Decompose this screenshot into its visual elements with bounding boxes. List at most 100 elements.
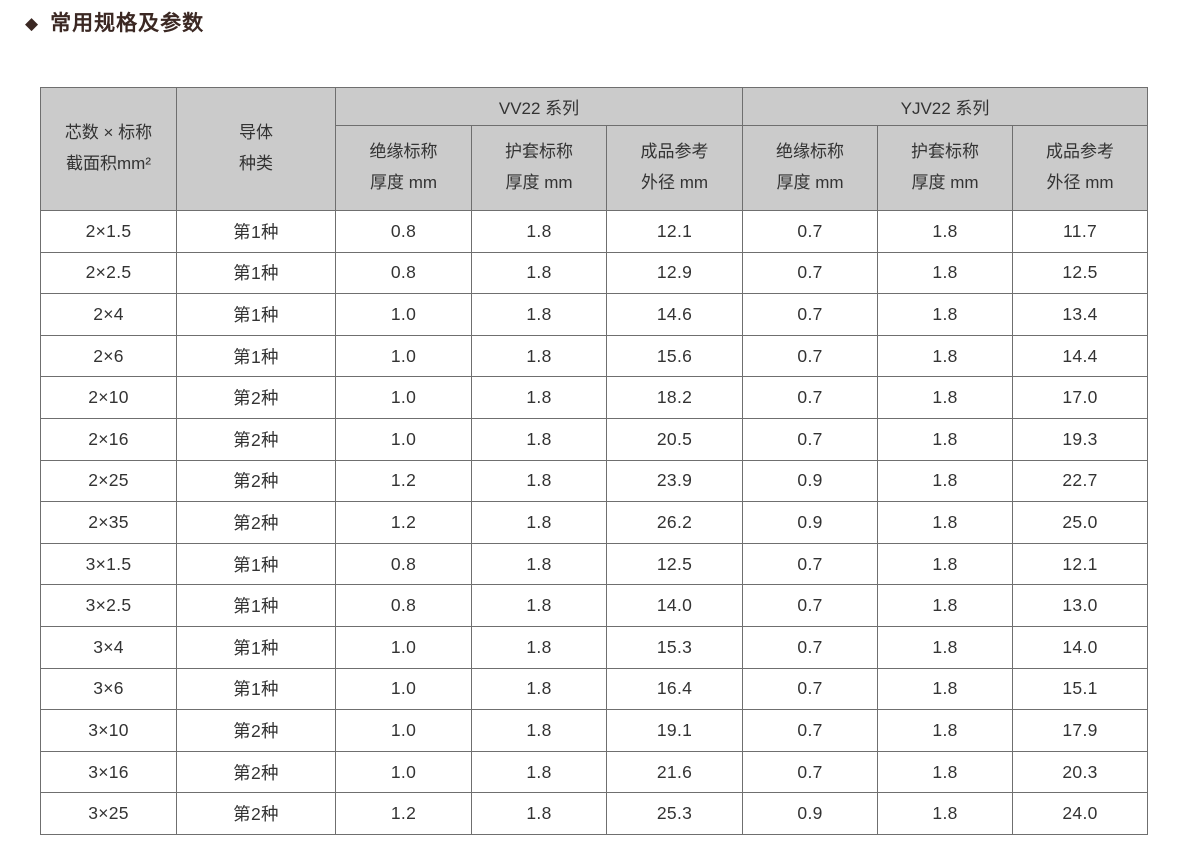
table-cell: 2×6 <box>40 334 177 378</box>
spec-table: 芯数 × 标称 截面积mm² 导体 种类 VV22 系列 YJV22 系列 绝缘… <box>40 87 1149 835</box>
table-cell: 0.8 <box>335 542 472 586</box>
group-header-yjv22: YJV22 系列 <box>742 87 1149 126</box>
table-row: 3×1.5 第1种 0.8 1.8 12.5 0.7 1.8 12.1 <box>40 542 1149 586</box>
table-cell: 第1种 <box>176 584 336 627</box>
table-cell: 1.8 <box>471 625 607 669</box>
table-cell: 1.0 <box>335 625 472 669</box>
table-cell: 2×2.5 <box>40 251 177 295</box>
table-row: 3×6 第1种 1.0 1.8 16.4 0.7 1.8 15.1 <box>40 667 1149 711</box>
table-cell: 12.5 <box>1012 251 1149 295</box>
table-cell: 1.8 <box>471 709 607 752</box>
table-cell: 1.8 <box>877 667 1014 711</box>
table-cell: 第1种 <box>176 251 336 295</box>
table-cell: 13.0 <box>1012 584 1149 627</box>
table-cell: 0.7 <box>742 376 879 419</box>
table-cell: 2×25 <box>40 459 177 503</box>
table-cell: 3×16 <box>40 750 177 794</box>
table-cell: 第2种 <box>176 709 336 752</box>
table-cell: 3×10 <box>40 709 177 752</box>
table-cell: 17.0 <box>1012 376 1149 419</box>
table-cell: 3×2.5 <box>40 584 177 627</box>
table-cell: 23.9 <box>605 459 744 503</box>
table-cell: 0.8 <box>335 584 472 627</box>
table-cell: 第1种 <box>176 210 336 253</box>
col-header-yjv22-insulation-thickness: 绝缘标称 厚度 mm <box>742 125 879 211</box>
table-row: 3×25 第2种 1.2 1.8 25.3 0.9 1.8 24.0 <box>40 792 1149 835</box>
table-cell: 1.2 <box>335 459 472 503</box>
table-cell: 0.7 <box>742 210 879 253</box>
col-header-vv22-sheath-thickness: 护套标称 厚度 mm <box>471 125 607 211</box>
table-cell: 24.0 <box>1012 792 1149 835</box>
table-cell: 12.9 <box>605 251 744 295</box>
table-row: 2×35 第2种 1.2 1.8 26.2 0.9 1.8 25.0 <box>40 501 1149 544</box>
table-cell: 第1种 <box>176 293 336 336</box>
table-cell: 0.7 <box>742 667 879 711</box>
table-cell: 1.8 <box>877 792 1014 835</box>
table-cell: 第2种 <box>176 417 336 461</box>
col-header-vv22-insulation-thickness: 绝缘标称 厚度 mm <box>335 125 472 211</box>
table-cell: 25.3 <box>605 792 744 835</box>
table-cell: 1.8 <box>877 376 1014 419</box>
table-cell: 0.7 <box>742 251 879 295</box>
table-cell: 22.7 <box>1012 459 1149 503</box>
table-cell: 20.3 <box>1012 750 1149 794</box>
table-row: 2×10 第2种 1.0 1.8 18.2 0.7 1.8 17.0 <box>40 376 1149 419</box>
table-cell: 0.7 <box>742 750 879 794</box>
table-cell: 1.8 <box>471 376 607 419</box>
table-cell: 14.0 <box>1012 625 1149 669</box>
table-cell: 21.6 <box>605 750 744 794</box>
table-cell: 11.7 <box>1012 210 1149 253</box>
table-cell: 0.7 <box>742 334 879 378</box>
table-cell: 1.0 <box>335 376 472 419</box>
header-row-groups: 芯数 × 标称 截面积mm² 导体 种类 VV22 系列 YJV22 系列 <box>40 87 1149 211</box>
table-cell: 0.7 <box>742 293 879 336</box>
table-cell: 1.8 <box>877 501 1014 544</box>
table-cell: 20.5 <box>605 417 744 461</box>
table-header: 芯数 × 标称 截面积mm² 导体 种类 VV22 系列 YJV22 系列 绝缘… <box>40 87 1149 211</box>
diamond-bullet-icon: ◆ <box>25 13 40 33</box>
table-cell: 第1种 <box>176 542 336 586</box>
table-cell: 0.9 <box>742 792 879 835</box>
table-cell: 1.8 <box>471 584 607 627</box>
table-cell: 1.8 <box>877 750 1014 794</box>
table-cell: 1.8 <box>471 792 607 835</box>
table-cell: 0.7 <box>742 584 879 627</box>
col-header-vv22-outer-diameter: 成品参考 外径 mm <box>605 125 744 211</box>
table-cell: 1.0 <box>335 709 472 752</box>
page-title: 常用规格及参数 <box>50 12 205 35</box>
table-cell: 2×35 <box>40 501 177 544</box>
table-cell: 1.8 <box>471 417 607 461</box>
table-cell: 19.1 <box>605 709 744 752</box>
table-cell: 18.2 <box>605 376 744 419</box>
table-row: 3×10 第2种 1.0 1.8 19.1 0.7 1.8 17.9 <box>40 709 1149 752</box>
table-cell: 0.9 <box>742 459 879 503</box>
table-cell: 1.8 <box>471 334 607 378</box>
col-header-cores-section: 芯数 × 标称 截面积mm² <box>40 87 177 211</box>
table-cell: 1.8 <box>877 293 1014 336</box>
table-cell: 第2种 <box>176 376 336 419</box>
table-row: 3×4 第1种 1.0 1.8 15.3 0.7 1.8 14.0 <box>40 625 1149 669</box>
table-cell: 1.8 <box>877 210 1014 253</box>
header-row-subheaders: 绝缘标称 厚度 mm 护套标称 厚度 mm 成品参考 外径 mm 绝缘标称 厚度… <box>41 125 1149 211</box>
col-header-conductor-type: 导体 种类 <box>176 87 336 211</box>
table-cell: 1.8 <box>471 750 607 794</box>
table-cell: 第2种 <box>176 459 336 503</box>
table-cell: 1.8 <box>877 459 1014 503</box>
table-cell: 1.8 <box>877 625 1014 669</box>
table-cell: 0.7 <box>742 709 879 752</box>
table-cell: 0.7 <box>742 417 879 461</box>
table-cell: 1.8 <box>877 334 1014 378</box>
table-row: 2×25 第2种 1.2 1.8 23.9 0.9 1.8 22.7 <box>40 459 1149 503</box>
table-cell: 0.9 <box>742 501 879 544</box>
table-cell: 1.8 <box>471 501 607 544</box>
table-cell: 1.0 <box>335 334 472 378</box>
table-cell: 1.8 <box>471 667 607 711</box>
table-cell: 1.2 <box>335 792 472 835</box>
table-cell: 15.6 <box>605 334 744 378</box>
table-cell: 2×16 <box>40 417 177 461</box>
table-cell: 第1种 <box>176 625 336 669</box>
table-row: 3×2.5 第1种 0.8 1.8 14.0 0.7 1.8 13.0 <box>40 584 1149 627</box>
table-cell: 14.6 <box>605 293 744 336</box>
table-cell: 14.4 <box>1012 334 1149 378</box>
table-cell: 15.1 <box>1012 667 1149 711</box>
